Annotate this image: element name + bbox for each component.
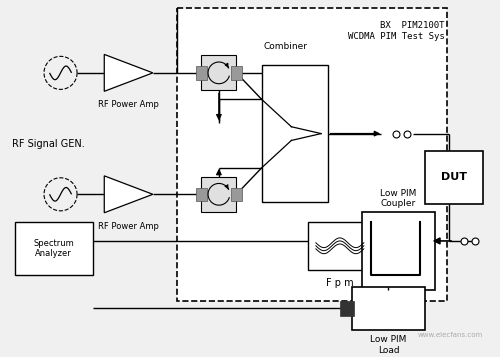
Text: RF Power Amp: RF Power Amp [98,100,159,109]
Bar [202,55,236,90]
Bar [425,151,483,204]
Text: DUT: DUT [441,172,467,182]
Text: Combiner: Combiner [264,42,308,51]
Bar [231,187,241,201]
Text: F p m: F p m [326,278,353,288]
Bar [196,187,207,201]
Bar [308,221,372,270]
Bar [202,177,236,212]
Text: Low PIM
Load: Low PIM Load [370,335,406,355]
Bar [196,66,207,80]
Text: www.elecfans.com: www.elecfans.com [418,332,483,338]
Bar [177,8,447,301]
Text: BX  PIM2100T
WCDMA PIM Test Sys: BX PIM2100T WCDMA PIM Test Sys [348,21,444,41]
Bar [362,212,434,290]
Bar [340,301,354,316]
Bar [15,221,92,275]
Bar [231,66,241,80]
Text: RF Power Amp: RF Power Amp [98,221,159,231]
Bar [262,65,328,202]
Polygon shape [104,54,153,91]
Text: RF Signal GEN.: RF Signal GEN. [12,139,85,149]
Text: Low PIM
Coupler: Low PIM Coupler [380,188,416,208]
Text: Spectrum
Analyzer: Spectrum Analyzer [34,238,74,258]
Polygon shape [104,176,153,213]
Bar [352,287,425,330]
